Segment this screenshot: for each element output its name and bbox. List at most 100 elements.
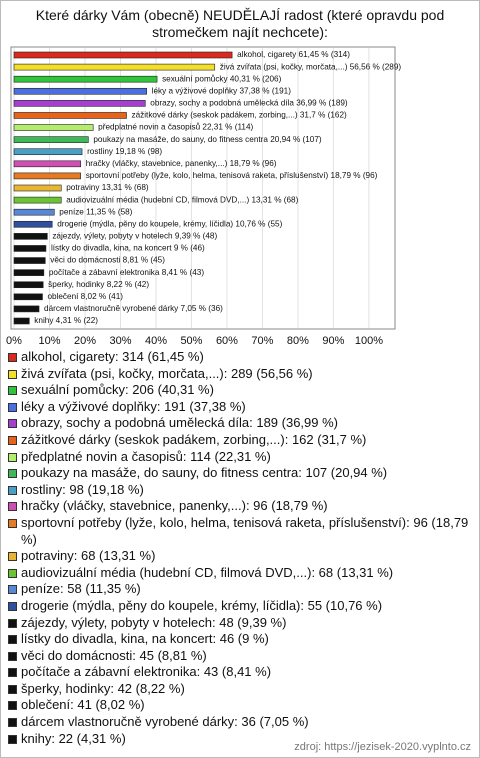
bar — [13, 63, 216, 71]
bar-value-label: léky a výživové doplňky 37,38 % (191) — [152, 86, 292, 95]
bar-value-label: počítače a zábavní elektronika 8,41 % (4… — [49, 268, 204, 277]
bar-value-label: rostliny 19,18 % (98) — [87, 147, 162, 156]
bar-value-label: obrazy, sochy a podobná umělecká díla 36… — [150, 99, 348, 108]
legend-marker — [8, 452, 17, 462]
bar-value-label: alkohol, cigarety 61,45 % (314) — [237, 50, 350, 59]
bar — [13, 124, 94, 131]
legend-marker — [8, 552, 17, 562]
chart: 0% 10% 20% 30% 40% 50% 60% 70% 80% 90% 100% alkohol… — [6, 46, 401, 347]
legend-item: rostliny: 98 (19,18 %) — [7, 482, 473, 499]
legend-label: oblečení: 41 (8,02 %) — [21, 697, 145, 713]
legend-label: hračky (vláčky, stavebnice, panenky,...)… — [21, 498, 328, 514]
legend-marker — [8, 651, 17, 661]
legend-label: léky a výživové doplňky: 191 (37,38 %) — [21, 398, 246, 414]
bar — [13, 208, 55, 216]
legend-marker — [8, 568, 17, 578]
legend-label: sportovní potřeby (lyže, kolo, helma, te… — [21, 514, 469, 547]
legend-marker — [8, 386, 17, 396]
bar — [13, 220, 53, 228]
bar-value-label: předplatné novin a časopisů 22,31 % (114… — [98, 122, 253, 132]
legend-item: léky a výživové doplňky: 191 (37,38 %) — [7, 399, 473, 416]
bar — [13, 100, 146, 107]
bar-value-label: hračky (vláčky, stavebnice, panenky,...)… — [86, 159, 277, 168]
legend-label: lístky do divadla, kina, na koncert: 46 … — [21, 631, 269, 647]
legend-label: šperky, hodinky: 42 (8,22 %) — [21, 680, 185, 696]
legend-item: sportovní potřeby (lyže, kolo, helma, te… — [7, 515, 473, 548]
x-tick-label: 60% — [216, 335, 238, 347]
bar-value-label: zážitkové dárky (seskok padákem, zorbing… — [132, 111, 348, 120]
legend-item: živá zvířata (psi, kočky, morčata,...): … — [7, 366, 473, 383]
legend-item: věci do domácnosti: 45 (8,81 %) — [7, 648, 473, 665]
legend-marker — [8, 485, 17, 495]
bar-value-label: peníze 11,35 % (58) — [59, 207, 132, 216]
legend-marker — [8, 734, 17, 744]
bar — [13, 160, 81, 168]
legend-label: knihy: 22 (4,31 %) — [21, 730, 126, 746]
bar — [13, 245, 47, 252]
legend-label: živá zvířata (psi, kočky, morčata,...): … — [21, 365, 313, 381]
bar-value-label: potraviny 13,31 % (68) — [66, 183, 149, 192]
legend-item: potraviny: 68 (13,31 %) — [7, 548, 473, 565]
x-tick-label: 50% — [180, 335, 202, 347]
legend-item: šperky, hodinky: 42 (8,22 %) — [7, 681, 473, 698]
bar — [13, 293, 43, 301]
legend-label: alkohol, cigarety: 314 (61,45 %) — [21, 349, 204, 364]
x-tick-label: 80% — [287, 335, 309, 347]
legend-marker — [8, 701, 17, 711]
legend-item: obrazy, sochy a podobná umělecká díla: 1… — [7, 415, 473, 432]
legend-label: audiovizuální média (hudební CD, filmová… — [21, 564, 394, 580]
bar — [13, 172, 81, 180]
legend-label: počítače a zábavní elektronika: 43 (8,41… — [21, 664, 272, 680]
legend-label: peníze: 58 (11,35 %) — [21, 581, 141, 597]
legend-item: zájezdy, výlety, pobyty v hotelech: 48 (… — [7, 615, 473, 632]
legend-item: peníze: 58 (11,35 %) — [7, 581, 473, 598]
legend-item: alkohol, cigarety: 314 (61,45 %) — [7, 349, 473, 366]
legend-marker — [8, 668, 17, 678]
bar — [13, 233, 48, 240]
legend-marker — [8, 369, 17, 379]
legend-item: dárcem vlastnoručně vyrobené dárky: 36 (… — [7, 714, 473, 731]
bar-value-label: dárcem vlastnoručně vyrobené dárky 7,05 … — [44, 304, 223, 313]
bar — [13, 87, 147, 95]
legend-marker — [8, 601, 17, 611]
bar — [13, 184, 62, 192]
x-tick-label: 40% — [145, 335, 167, 347]
legend-label: předplatné novin a časopisů: 114 (22,31 … — [21, 448, 271, 464]
legend-marker — [8, 353, 17, 362]
legend-marker — [8, 502, 17, 512]
bar — [13, 269, 45, 276]
bar — [13, 317, 30, 325]
legend-item: zážitkové dárky (seskok padákem, zorbing… — [7, 432, 473, 449]
legend-label: obrazy, sochy a podobná umělecká díla: 1… — [21, 415, 339, 431]
legend-label: poukazy na masáže, do sauny, do fitness … — [21, 465, 388, 481]
bar — [13, 51, 233, 59]
legend-marker — [8, 469, 17, 479]
bar — [13, 281, 44, 289]
bar-value-label: oblečení 8,02 % (41) — [47, 292, 123, 301]
chart-title: Které dárky Vám (obecně) NEUDĚLAJÍ rados… — [35, 7, 445, 40]
legend-item: lístky do divadla, kina, na koncert: 46 … — [7, 631, 473, 648]
legend-item: hračky (vláčky, stavebnice, panenky,...)… — [7, 498, 473, 515]
legend-item: audiovizuální média (hudební CD, filmová… — [7, 565, 473, 582]
x-tick-label: 0% — [6, 335, 22, 347]
bar-value-label: sexuální pomůcky 40,31 % (206) — [162, 73, 282, 83]
bar-value-label: poukazy na masáže, do sauny, do fitness … — [93, 135, 322, 144]
bar — [13, 75, 158, 83]
bar-value-label: knihy 4,31 % (22) — [34, 316, 98, 325]
x-tick-label: 20% — [74, 335, 96, 347]
legend-label: potraviny: 68 (13,31 %) — [21, 548, 156, 564]
legend-marker — [8, 718, 17, 728]
bar — [13, 136, 89, 143]
bar-value-label: šperky, hodinky 8,22 % (42) — [48, 280, 149, 289]
legend-marker — [8, 618, 17, 628]
bar — [13, 305, 40, 313]
legend-item: předplatné novin a časopisů: 114 (22,31 … — [7, 449, 473, 466]
bar — [13, 148, 83, 156]
legend-item: poukazy na masáže, do sauny, do fitness … — [7, 465, 473, 482]
x-tick-label: 10% — [38, 335, 60, 347]
legend-marker — [8, 684, 17, 694]
legend-marker — [8, 635, 17, 645]
x-tick-label: 30% — [109, 335, 131, 347]
legend-marker — [8, 435, 17, 445]
